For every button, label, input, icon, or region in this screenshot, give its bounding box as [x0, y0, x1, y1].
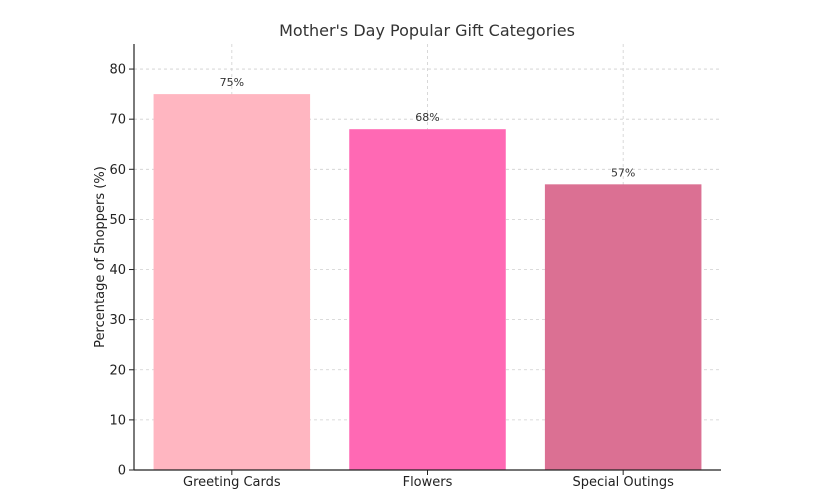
bar-flowers [349, 129, 506, 470]
bar-special-outings [544, 184, 702, 470]
x-tick-label: Special Outings [572, 475, 674, 490]
x-tick-label: Greeting Cards [183, 475, 281, 490]
bar-greeting-cards [153, 94, 311, 470]
y-tick-label: 10 [109, 413, 126, 428]
y-tick-label: 80 [109, 63, 126, 78]
y-axis-label: Percentage of Shoppers (%) [93, 166, 108, 348]
chart-title: Mother's Day Popular Gift Categories [279, 21, 575, 40]
axes [129, 44, 721, 475]
tick-labels: 0 10 20 30 40 50 60 70 80 Greeting Cards Flowers Sp… [109, 63, 674, 490]
y-tick-label: 50 [109, 213, 126, 228]
data-label: 75% [220, 76, 244, 89]
y-tick-label: 0 [118, 464, 126, 479]
y-tick-label: 20 [109, 363, 126, 378]
y-tick-label: 40 [109, 263, 126, 278]
data-labels: 75% 68% 57% [220, 76, 636, 179]
data-label: 68% [415, 111, 439, 124]
y-tick-label: 60 [109, 163, 126, 178]
bars [153, 94, 702, 470]
data-label: 57% [611, 166, 635, 179]
y-tick-label: 70 [109, 113, 126, 128]
y-tick-label: 30 [109, 313, 126, 328]
x-tick-label: Flowers [403, 475, 453, 490]
